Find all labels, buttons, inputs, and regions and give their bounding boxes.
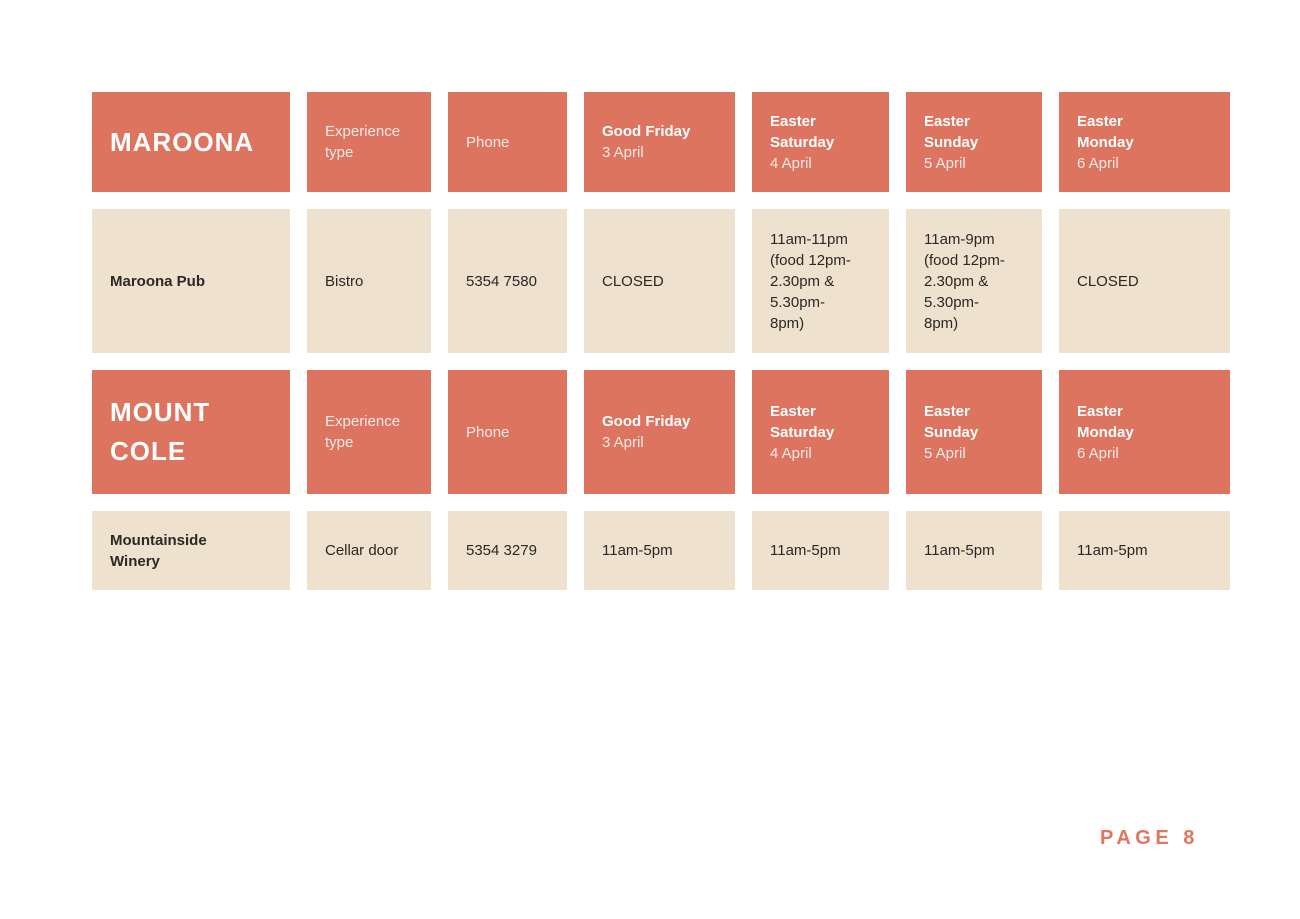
- header-easter-monday-date: 6 April: [1077, 154, 1119, 172]
- venue-hours-good-friday: CLOSED: [602, 272, 664, 290]
- venue-phone: 5354 3279: [466, 542, 537, 559]
- header-experience-type: Experience type: [307, 370, 431, 494]
- venue-hours-easter-sunday-cell: 11am-5pm: [906, 511, 1042, 590]
- venue-phone-cell: 5354 3279: [448, 511, 567, 590]
- header-easter-sunday-date: 5 April: [924, 154, 966, 172]
- venue-hours-easter-saturday-cell: 11am-5pm: [752, 511, 889, 590]
- venue-hours-easter-monday-cell: CLOSED: [1059, 209, 1230, 353]
- header-good-friday-label: Good Friday: [602, 123, 691, 140]
- header-easter-saturday-date: 4 April: [770, 444, 812, 462]
- venue-hours-easter-saturday-cell: 11am-11pm (food 12pm- 2.30pm & 5.30pm- 8…: [752, 209, 889, 353]
- venue-name-cell: Maroona Pub: [92, 209, 290, 353]
- region-title-cell-maroona: MAROONA: [92, 92, 290, 192]
- region-title-maroona: MAROONA: [110, 126, 255, 157]
- page-number: PAGE 8: [1100, 827, 1199, 849]
- venue-hours-easter-sunday: 11am-9pm (food 12pm- 2.30pm & 5.30pm- 8p…: [924, 230, 1005, 332]
- venue-hours-easter-saturday: 11am-11pm (food 12pm- 2.30pm & 5.30pm- 8…: [770, 230, 851, 332]
- header-phone-label: Phone: [466, 133, 510, 151]
- header-easter-saturday-label: Easter Saturday: [770, 402, 835, 441]
- venue-phone-cell: 5354 7580: [448, 209, 567, 353]
- header-easter-monday-label: Easter Monday: [1077, 112, 1134, 151]
- header-easter-monday-date: 6 April: [1077, 444, 1119, 462]
- venue-hours-easter-monday: CLOSED: [1077, 272, 1139, 290]
- header-easter-sunday: Easter Sunday 5 April: [906, 92, 1042, 192]
- header-easter-sunday: Easter Sunday 5 April: [906, 370, 1042, 494]
- venue-experience-type: Cellar door: [325, 542, 399, 559]
- venue-hours-easter-sunday-cell: 11am-9pm (food 12pm- 2.30pm & 5.30pm- 8p…: [906, 209, 1042, 353]
- venue-hours-good-friday-cell: CLOSED: [584, 209, 735, 353]
- header-easter-monday: Easter Monday 6 April: [1059, 370, 1230, 494]
- header-easter-monday: Easter Monday 6 April: [1059, 92, 1230, 192]
- venue-phone: 5354 7580: [466, 272, 537, 290]
- header-phone: Phone: [448, 92, 567, 192]
- venue-experience-type-cell: Bistro: [307, 209, 431, 353]
- header-good-friday: Good Friday 3 April: [584, 92, 735, 192]
- header-experience-type-label: Experience type: [325, 123, 401, 161]
- region-title-cell-mount-cole: MOUNT COLE: [92, 370, 290, 494]
- venue-name: Maroona Pub: [110, 272, 206, 290]
- header-good-friday-date: 3 April: [602, 144, 644, 161]
- trading-hours-tables: MAROONA Experience type Phone Good Frida…: [92, 92, 1230, 590]
- header-easter-sunday-date: 5 April: [924, 444, 966, 462]
- header-easter-saturday: Easter Saturday 4 April: [752, 92, 889, 192]
- venue-experience-type: Bistro: [325, 272, 364, 290]
- venue-hours-good-friday-cell: 11am-5pm: [584, 511, 735, 590]
- venue-hours-easter-monday: 11am-5pm: [1077, 542, 1148, 559]
- venue-hours-good-friday: 11am-5pm: [602, 542, 673, 559]
- header-easter-saturday-date: 4 April: [770, 154, 812, 172]
- header-experience-type-label: Experience type: [325, 413, 401, 451]
- venue-name: Mountainside Winery: [110, 531, 207, 570]
- header-easter-saturday-label: Easter Saturday: [770, 112, 835, 151]
- header-good-friday-date: 3 April: [602, 434, 644, 451]
- header-phone: Phone: [448, 370, 567, 494]
- header-easter-saturday: Easter Saturday 4 April: [752, 370, 889, 494]
- header-easter-sunday-label: Easter Sunday: [924, 112, 979, 151]
- venue-hours-easter-sunday: 11am-5pm: [924, 542, 995, 559]
- venue-hours-easter-saturday: 11am-5pm: [770, 542, 841, 559]
- venue-experience-type-cell: Cellar door: [307, 511, 431, 590]
- header-good-friday-label: Good Friday: [602, 413, 691, 430]
- header-good-friday: Good Friday 3 April: [584, 370, 735, 494]
- region-title-mount-cole: MOUNT COLE: [110, 397, 211, 466]
- header-experience-type: Experience type: [307, 92, 431, 192]
- header-phone-label: Phone: [466, 423, 510, 441]
- header-easter-monday-label: Easter Monday: [1077, 402, 1134, 441]
- venue-name-cell: Mountainside Winery: [92, 511, 290, 590]
- venue-hours-easter-monday-cell: 11am-5pm: [1059, 511, 1230, 590]
- header-easter-sunday-label: Easter Sunday: [924, 402, 979, 441]
